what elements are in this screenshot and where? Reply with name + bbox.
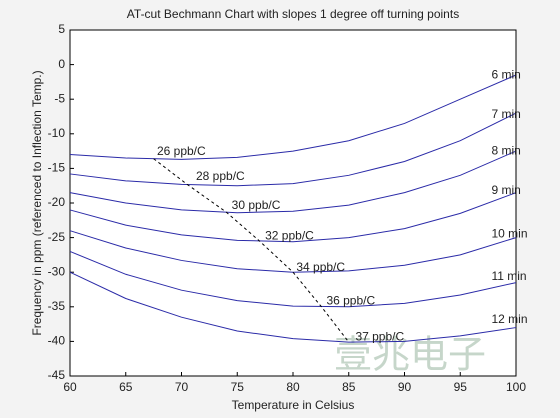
annotation: 36 ppb/C bbox=[326, 293, 375, 307]
x-tick-label: 70 bbox=[175, 380, 189, 394]
y-axis-label: Frequency in ppm (referenced to Inflecti… bbox=[30, 70, 44, 335]
plot-area bbox=[69, 29, 517, 377]
x-tick-label: 75 bbox=[231, 380, 245, 394]
curve-label: 12 min bbox=[491, 312, 527, 326]
curve-label: 6 min bbox=[491, 67, 520, 81]
curve bbox=[69, 192, 517, 243]
x-tick-label: 80 bbox=[286, 380, 300, 394]
curve-label: 7 min bbox=[491, 107, 520, 121]
turning-line bbox=[153, 158, 350, 343]
y-tick-label: -25 bbox=[48, 230, 66, 244]
y-tick-label: -40 bbox=[48, 334, 66, 348]
annotation: 32 ppb/C bbox=[265, 228, 314, 242]
annotation: 28 ppb/C bbox=[196, 169, 245, 183]
y-tick-label: -15 bbox=[48, 161, 66, 175]
x-tick-label: 90 bbox=[398, 380, 412, 394]
y-tick-label: -5 bbox=[54, 91, 65, 105]
curve bbox=[69, 74, 517, 160]
curve bbox=[69, 271, 517, 343]
annotation: 26 ppb/C bbox=[157, 144, 206, 158]
x-axis-label: Temperature in Celsius bbox=[232, 398, 355, 412]
y-tick-label: -35 bbox=[48, 299, 66, 313]
x-tick-label: 85 bbox=[342, 380, 356, 394]
annotation: 34 ppb/C bbox=[296, 260, 345, 274]
curve bbox=[69, 230, 517, 273]
curve-label: 11 min bbox=[491, 269, 526, 283]
annotation: 30 ppb/C bbox=[232, 198, 281, 212]
curve bbox=[69, 112, 517, 187]
y-tick-label: -10 bbox=[48, 126, 66, 140]
x-tick-label: 60 bbox=[63, 380, 77, 394]
curve bbox=[69, 250, 517, 308]
y-tick-label: -20 bbox=[48, 195, 66, 209]
curve-label: 8 min bbox=[491, 143, 520, 157]
y-tick-label: -30 bbox=[48, 264, 66, 278]
x-tick-label: 100 bbox=[506, 380, 526, 394]
y-tick-label: 5 bbox=[58, 22, 65, 36]
annotation: 37 ppb/C bbox=[355, 329, 404, 343]
watermark: 壹兆电子 bbox=[334, 333, 486, 377]
curve-label: 9 min bbox=[491, 183, 520, 197]
x-tick-label: 95 bbox=[454, 380, 468, 394]
curve bbox=[69, 150, 517, 214]
y-tick-label: -45 bbox=[48, 368, 66, 382]
y-tick-label: 0 bbox=[58, 57, 65, 71]
x-tick-label: 65 bbox=[119, 380, 133, 394]
chart-title: AT-cut Bechmann Chart with slopes 1 degr… bbox=[127, 7, 459, 21]
curve-label: 10 min bbox=[491, 226, 527, 240]
